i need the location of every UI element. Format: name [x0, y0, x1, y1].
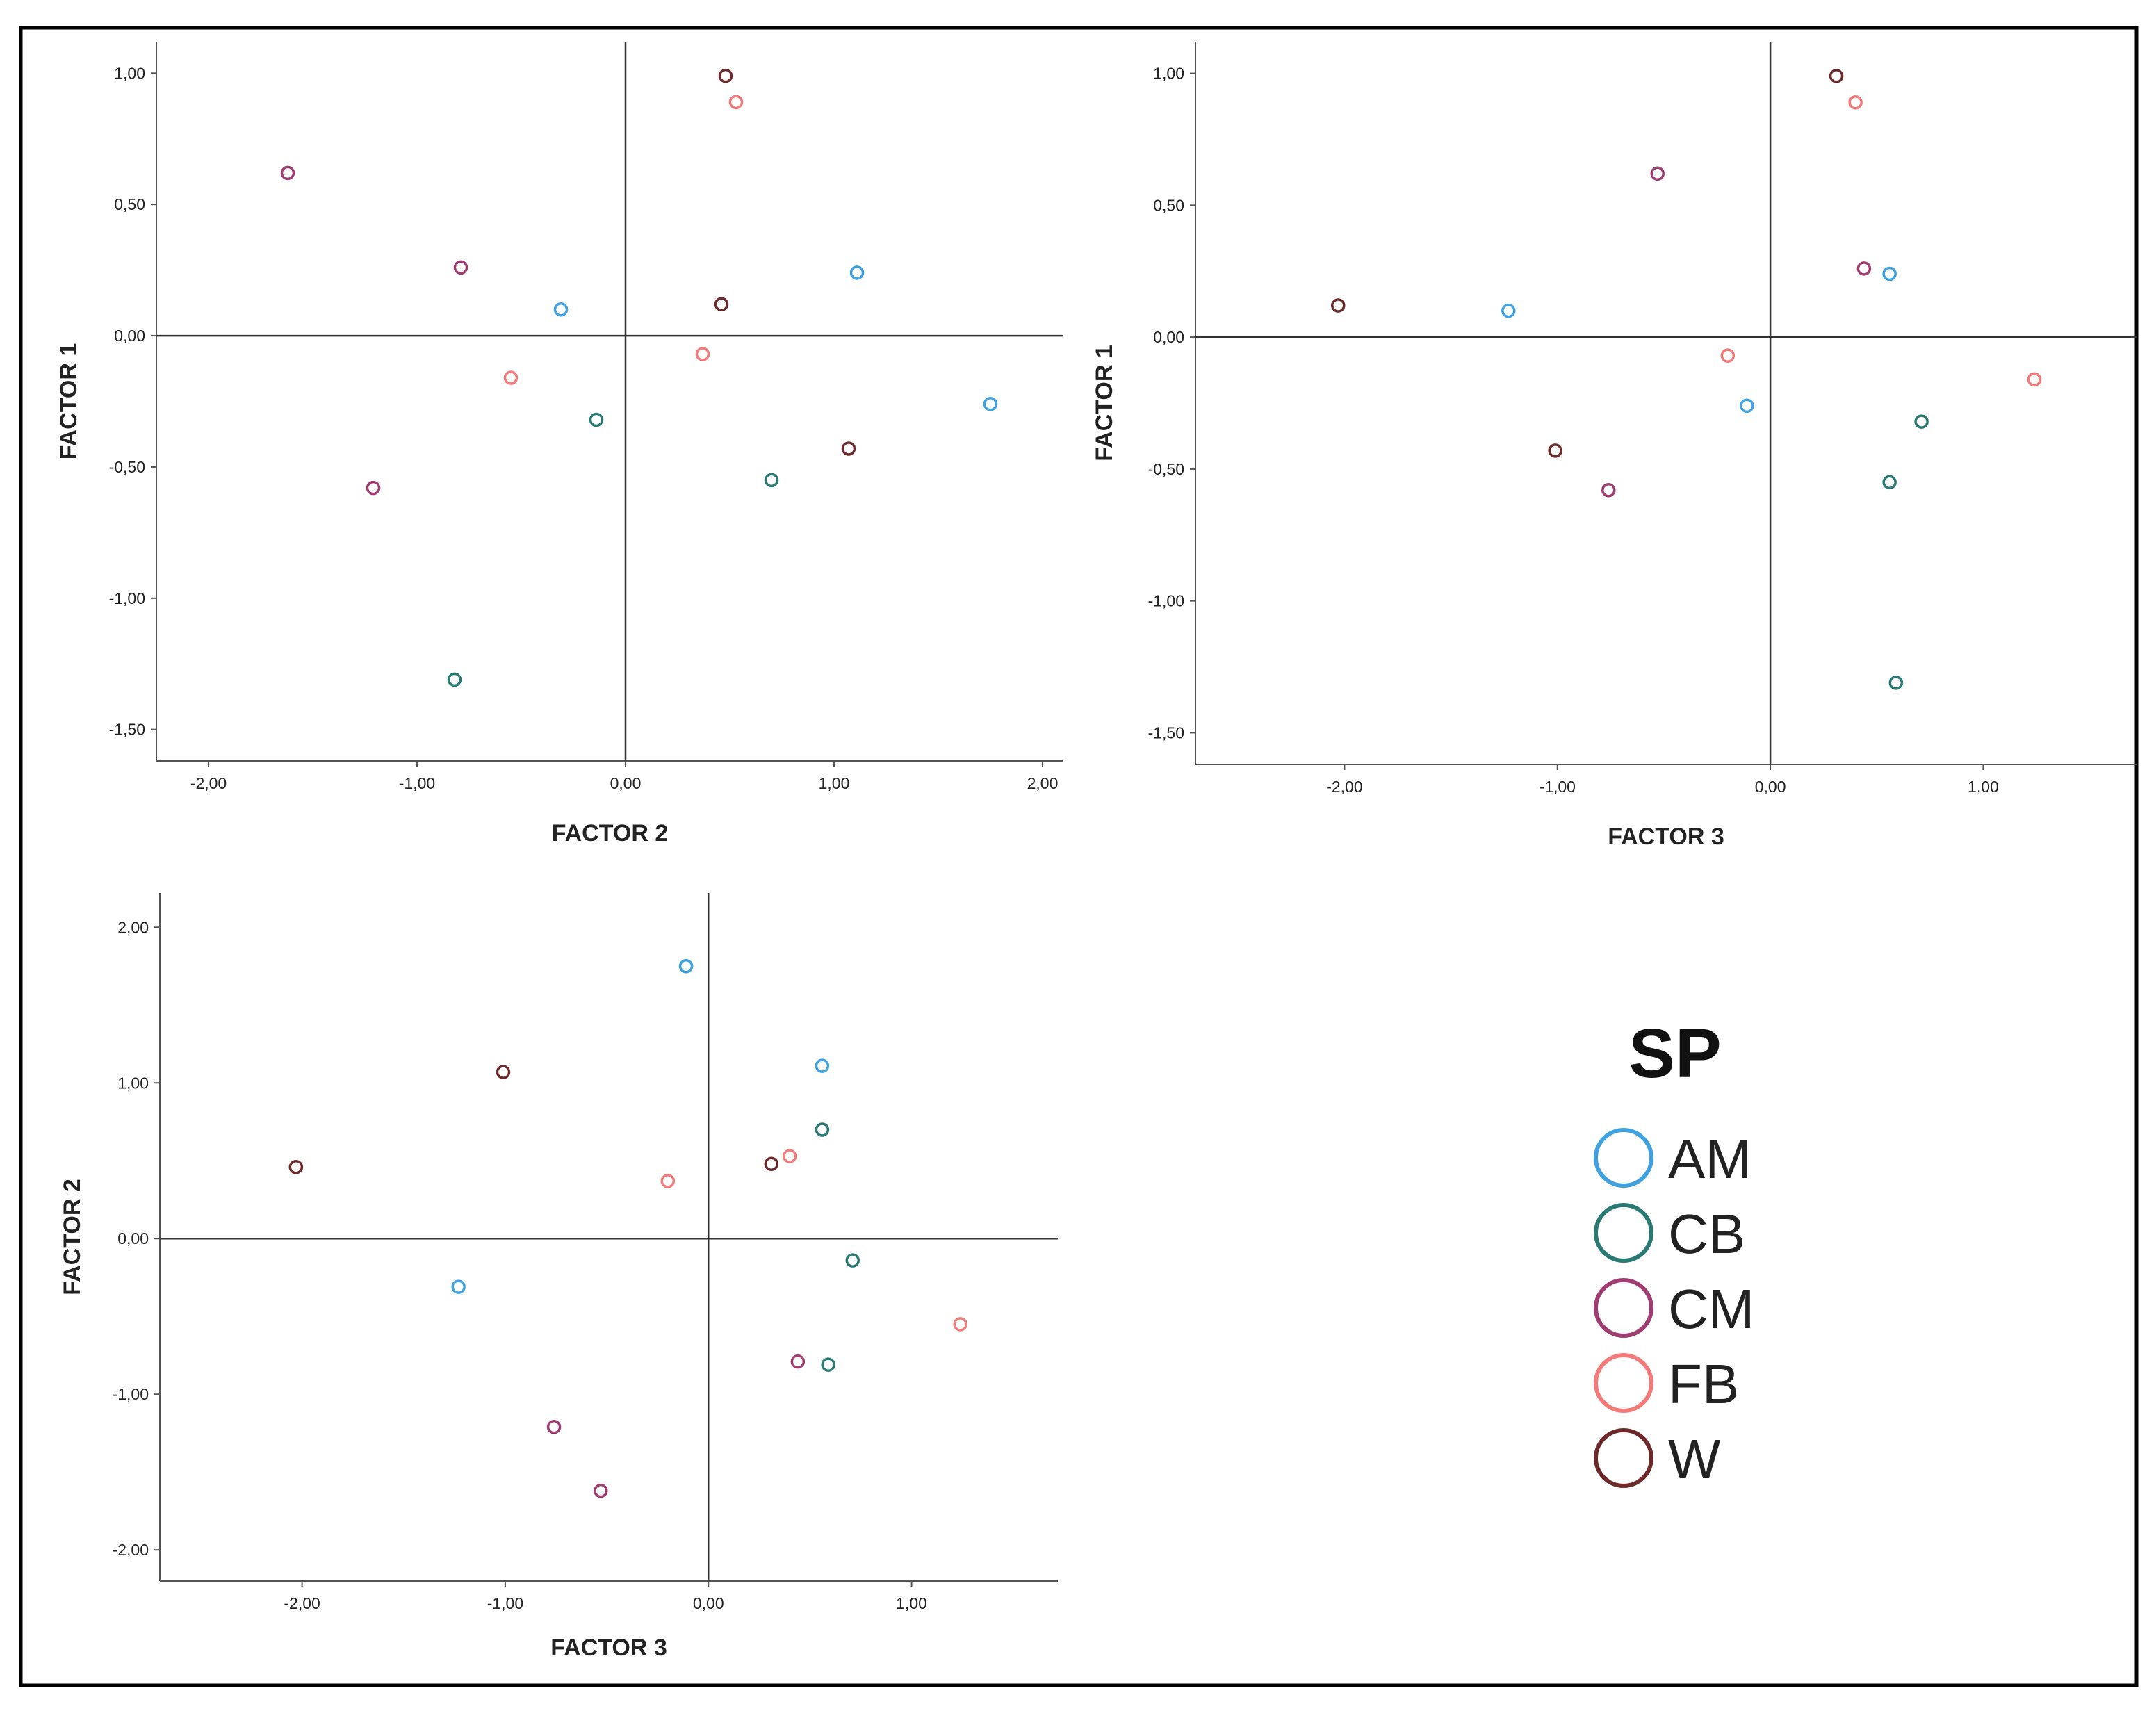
data-point-cb: [1888, 676, 1904, 690]
data-point-am: [849, 265, 865, 280]
data-point-cm: [1650, 166, 1665, 181]
y-tick-label: -1,50: [109, 721, 145, 739]
x-axis-title: FACTOR 3: [550, 1635, 667, 1661]
data-point-cm: [1601, 483, 1616, 498]
data-point-fb: [728, 95, 744, 110]
legend-title: SP: [1628, 1015, 1721, 1092]
legend-label-fb: FB: [1668, 1353, 1739, 1415]
y-tick-label: -1,50: [1148, 723, 1184, 742]
x-tick-label: 2,00: [1027, 774, 1059, 792]
data-point-cm: [453, 260, 468, 275]
x-tick-label: 0,00: [693, 1594, 724, 1612]
scatter-plot-factor1-vs-factor3: -1,50 -1,00 -0,50 0,00 0,50 1,00 -2,00 -1,00 0,0…: [1091, 42, 2137, 850]
data-point-w: [288, 1159, 304, 1174]
data-point-cb: [821, 1357, 835, 1372]
y-tick-label: 1,00: [117, 1074, 149, 1092]
data-point-cb: [764, 473, 779, 488]
data-point-cm: [366, 480, 381, 496]
data-point-am: [678, 959, 694, 974]
data-point-am: [1501, 303, 1516, 318]
y-tick-label: -0,50: [1148, 460, 1184, 478]
y-tick-label: -1,00: [113, 1385, 149, 1403]
data-point-w: [496, 1065, 511, 1079]
data-point-fb: [695, 347, 710, 361]
scatter-plot-factor1-vs-factor2: -1,50 -1,00 -0,50 0,00 0,50 1,00 -2,00 -1,00 0,0…: [56, 42, 1063, 846]
data-point-w: [1829, 69, 1844, 83]
y-tick-label: -2,00: [113, 1541, 149, 1559]
y-tick-label: 2,00: [117, 918, 149, 936]
x-tick-label: 1,00: [1968, 778, 1999, 796]
x-tick-label: 0,00: [1755, 778, 1786, 796]
y-tick-label: -1,00: [109, 589, 145, 607]
x-tick-label: -1,00: [399, 774, 435, 792]
data-point-am: [983, 397, 998, 411]
y-axis-title: FACTOR 2: [59, 1179, 85, 1295]
legend-label-cb: CB: [1668, 1203, 1745, 1265]
legend-marker-cb: [1594, 1203, 1653, 1263]
data-point-fb: [782, 1149, 797, 1163]
data-point-cm: [594, 1483, 608, 1498]
x-tick-label: -2,00: [1326, 778, 1362, 796]
data-point-fb: [660, 1174, 676, 1188]
data-point-cm: [546, 1420, 562, 1434]
data-point-cb: [447, 672, 462, 687]
legend: SP AM CB CM FB W: [1594, 1015, 1754, 1490]
x-tick-label: 1,00: [896, 1594, 927, 1612]
x-tick-label: -2,00: [284, 1594, 320, 1612]
y-axis-title: FACTOR 1: [1091, 345, 1118, 461]
x-tick-label: -2,00: [190, 774, 227, 792]
x-tick-label: 1,00: [819, 774, 850, 792]
y-tick-label: 0,00: [114, 327, 145, 345]
data-point-fb: [1720, 348, 1736, 363]
data-point-cb: [815, 1122, 830, 1137]
y-tick-label: 0,50: [114, 195, 145, 213]
x-tick-label: -1,00: [1540, 778, 1576, 796]
data-point-cm: [1856, 261, 1872, 276]
data-point-fb: [2027, 372, 2042, 387]
legend-marker-am: [1594, 1128, 1653, 1188]
data-point-fb: [503, 370, 518, 385]
x-axis-title: FACTOR 3: [1608, 824, 1724, 850]
data-point-cb: [589, 412, 604, 427]
data-point-am: [451, 1279, 466, 1294]
data-point-am: [1740, 398, 1754, 414]
y-tick-label: 0,00: [117, 1229, 149, 1247]
data-point-cm: [280, 165, 295, 181]
x-tick-label: 0,00: [610, 774, 642, 792]
legend-label-w: W: [1668, 1428, 1721, 1490]
legend-marker-cm: [1594, 1278, 1653, 1338]
legend-label-cm: CM: [1668, 1278, 1754, 1340]
data-point-cb: [1914, 414, 1929, 429]
y-tick-label: 0,50: [1153, 196, 1184, 214]
legend-marker-fb: [1594, 1353, 1653, 1413]
y-tick-label: -1,00: [1148, 592, 1184, 610]
legend-marker-w: [1594, 1428, 1653, 1488]
data-point-w: [764, 1156, 779, 1171]
x-tick-label: -1,00: [487, 1594, 523, 1612]
x-axis-title: FACTOR 2: [552, 820, 669, 846]
y-tick-label: -0,50: [109, 458, 145, 476]
y-tick-label: 1,00: [1153, 65, 1184, 83]
data-point-cb: [1882, 475, 1897, 490]
data-point-cm: [790, 1354, 806, 1369]
data-point-w: [1548, 443, 1562, 458]
data-point-w: [718, 68, 733, 83]
data-point-fb: [953, 1317, 967, 1332]
data-point-w: [1330, 298, 1346, 313]
y-tick-label: 1,00: [114, 64, 145, 82]
legend-label-am: AM: [1668, 1128, 1751, 1190]
data-point-w: [714, 297, 729, 311]
data-point-am: [553, 302, 569, 317]
scatter-plot-factor2-vs-factor3: -2,00 -1,00 0,00 1,00 2,00 -2,00 -1,00 0,00 1,00…: [59, 893, 1058, 1661]
figure-border: [19, 26, 2139, 1687]
data-point-am: [1882, 266, 1897, 281]
y-tick-label: 0,00: [1153, 328, 1184, 346]
y-axis-title: FACTOR 1: [56, 343, 82, 460]
data-point-w: [841, 441, 856, 456]
data-point-am: [815, 1058, 830, 1073]
data-point-cb: [845, 1253, 860, 1268]
data-point-fb: [1848, 95, 1863, 110]
